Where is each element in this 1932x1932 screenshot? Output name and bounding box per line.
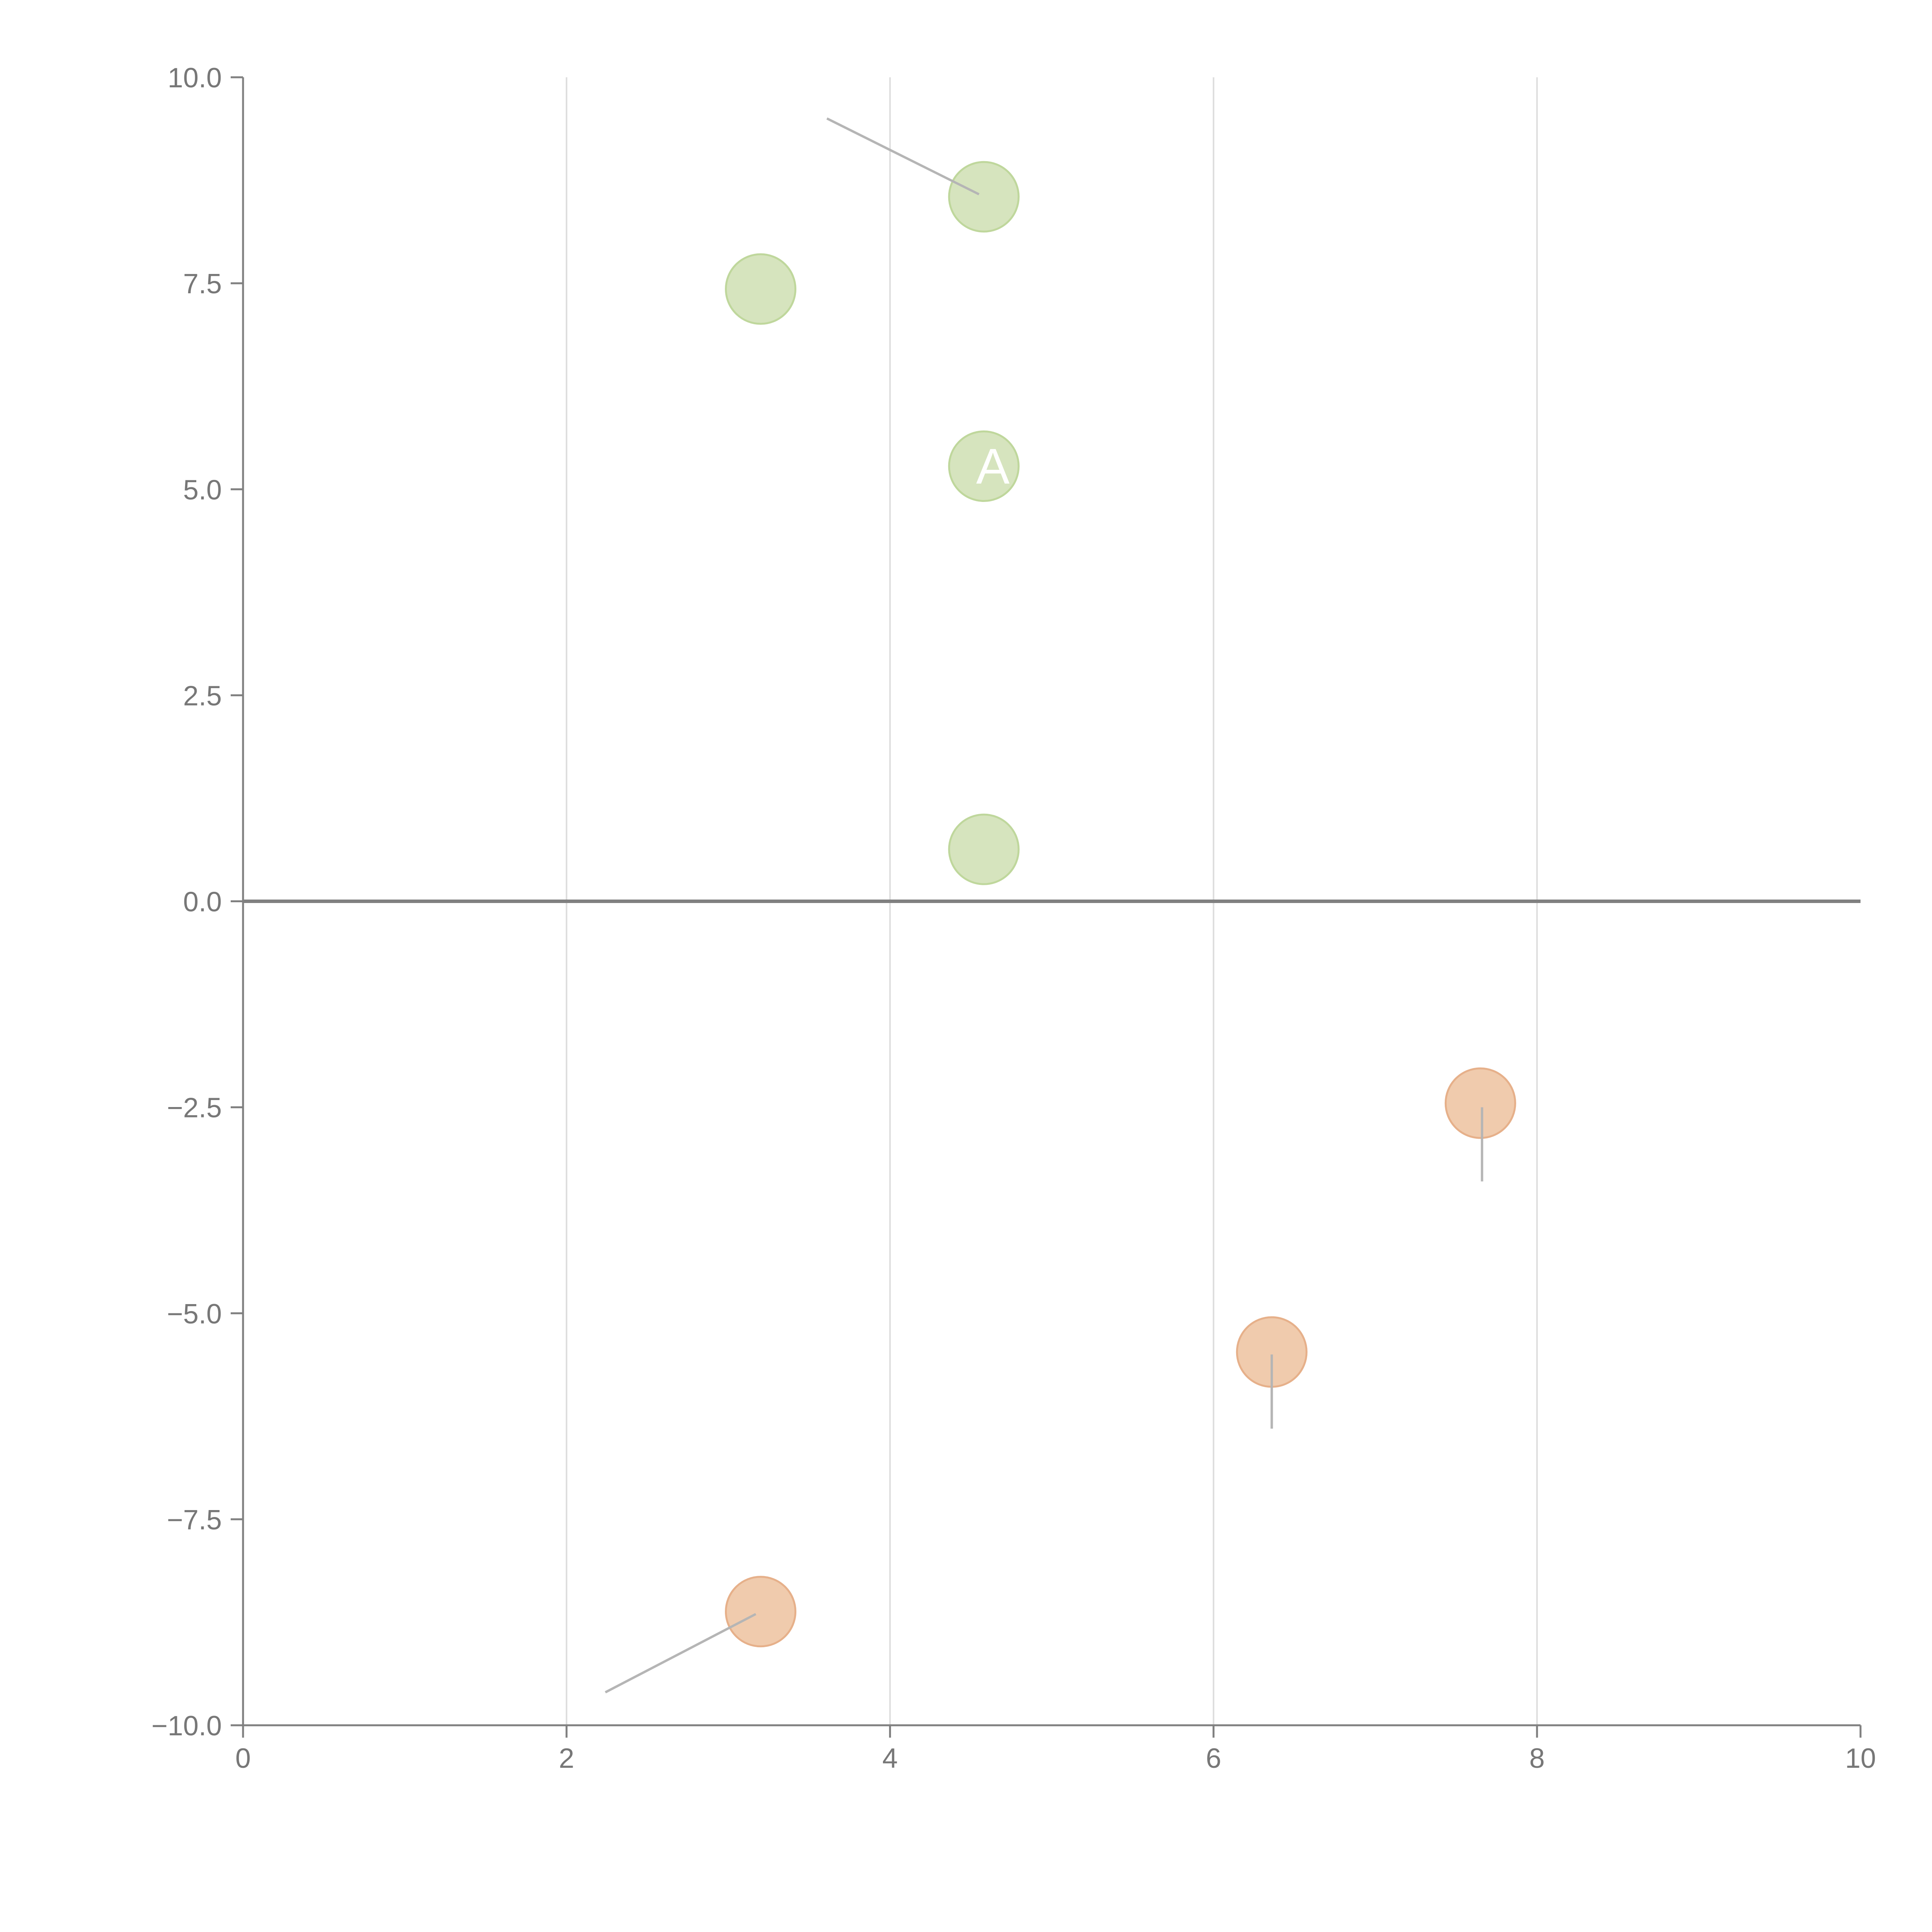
x-tick-label: 6 — [1206, 1743, 1221, 1774]
annotation-layer — [605, 117, 1483, 1694]
scatter-point-positive — [948, 161, 1020, 233]
x-tick-label: 2 — [559, 1743, 574, 1774]
y-tick-label: 2.5 — [183, 680, 222, 711]
point-layer — [725, 161, 1516, 1648]
y-tick-label: −5.0 — [167, 1299, 222, 1330]
x-tick-label: 8 — [1529, 1743, 1545, 1774]
y-tick-label: −7.5 — [167, 1505, 222, 1536]
scatter-point-negative — [725, 1576, 797, 1648]
y-tick-label: −2.5 — [167, 1093, 222, 1124]
scatter-point-positive — [948, 813, 1020, 885]
y-tick-label: 10.0 — [168, 63, 222, 94]
annotation-connector-overlay — [605, 1613, 757, 1694]
y-tick-label: 5.0 — [183, 474, 222, 505]
y-tick-label: −10.0 — [151, 1711, 222, 1742]
x-tick-label: 10 — [1845, 1743, 1876, 1774]
y-tick-label: 0.0 — [183, 887, 222, 918]
x-tick-label: 0 — [235, 1743, 251, 1774]
annotation-connector-overlay — [826, 117, 980, 196]
x-tick-label: 4 — [882, 1743, 898, 1774]
axis-layer: 0 2 4 6 8 10 10.0 7.5 5.0 2.5 0.0 −2.5 −5.0 −7.5 −10.0 — [151, 63, 1876, 1774]
scatter-point-positive — [948, 430, 1020, 502]
point-label: A — [976, 438, 1010, 495]
scatter-point-positive — [725, 253, 797, 325]
label-layer: A — [605, 117, 1483, 1694]
scatter-point-negative — [1444, 1067, 1516, 1139]
y-tick-label: 7.5 — [183, 269, 222, 299]
